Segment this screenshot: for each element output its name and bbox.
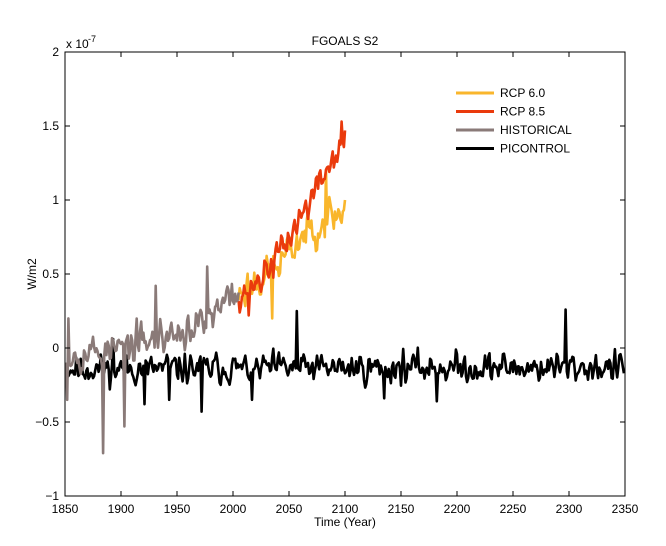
- legend-label-historical: HISTORICAL: [500, 123, 572, 137]
- x-tick-label: 2000: [220, 502, 247, 516]
- x-tick-label: 2100: [332, 502, 359, 516]
- legend-label-picontrol: PICONTROL: [500, 142, 570, 156]
- chart-title: FGOALS S2: [312, 34, 379, 48]
- y-axis-title: W/m2: [25, 258, 39, 290]
- y-tick-label: 2: [52, 45, 59, 59]
- y-tick-label: −1: [45, 489, 59, 503]
- x-axis-title: Time (Year): [314, 515, 376, 529]
- series-line-historical: [65, 265, 240, 455]
- series-line-picontrol: [65, 308, 625, 413]
- y-tick-label: 0.5: [42, 267, 59, 281]
- legend: RCP 6.0 RCP 8.5 HISTORICAL PICONTROL: [448, 78, 598, 158]
- y-exponent-power: -7: [88, 34, 96, 44]
- series-line-rcp-6-0: [237, 169, 347, 320]
- y-tick-label: 1.5: [42, 119, 59, 133]
- x-axis-ticks: 1850 1900 1950 2000 2050 2100 2150 2200 2250 2300…: [52, 52, 639, 516]
- x-tick-label: 2300: [556, 502, 583, 516]
- y-tick-label: 1: [52, 193, 59, 207]
- x-tick-label: 1950: [164, 502, 191, 516]
- x-tick-label: 2050: [276, 502, 303, 516]
- x-tick-label: 2150: [388, 502, 415, 516]
- y-tick-label: 0: [52, 341, 59, 355]
- series-line-rcp-8-5: [237, 120, 347, 317]
- y-exponent-label: x 10 -7: [66, 34, 96, 51]
- x-tick-label: 1900: [108, 502, 135, 516]
- x-tick-label: 1850: [52, 502, 79, 516]
- x-tick-label: 2200: [444, 502, 471, 516]
- y-axis-ticks: −1 −0.5 0 0.5 1 1.5 2: [35, 45, 625, 503]
- y-tick-label: −0.5: [35, 415, 59, 429]
- y-exponent-base: x 10: [66, 37, 89, 51]
- x-tick-label: 2250: [500, 502, 527, 516]
- plot-content: [65, 120, 625, 455]
- x-tick-label: 2350: [612, 502, 639, 516]
- legend-box: [448, 78, 598, 158]
- legend-label-rcp-8-5: RCP 8.5: [500, 105, 545, 119]
- legend-label-rcp-6-0: RCP 6.0: [500, 86, 545, 100]
